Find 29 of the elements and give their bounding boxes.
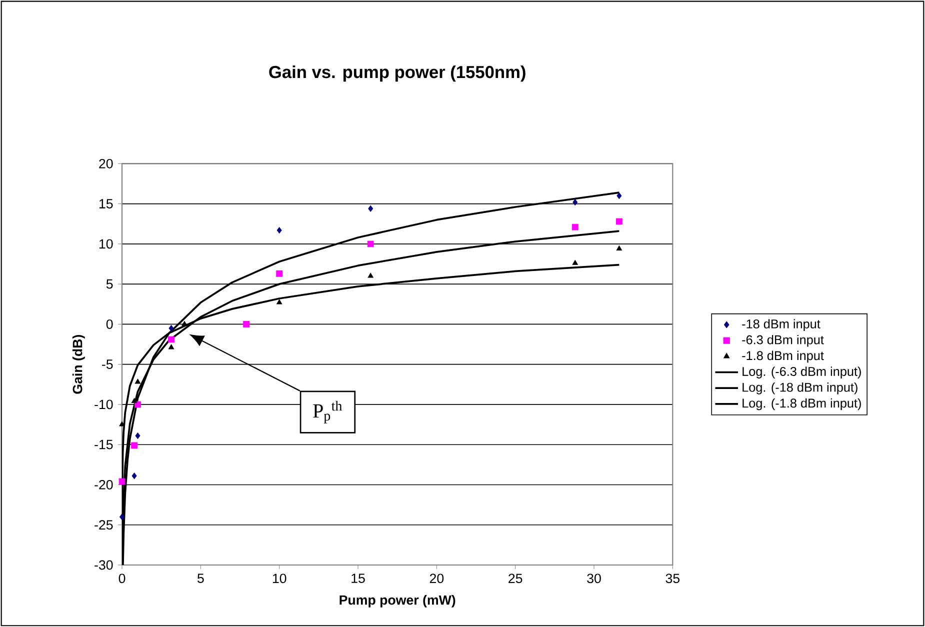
legend-label: -1.8 dBm input: [742, 350, 824, 363]
y-axis-title: Gain (dB): [72, 334, 85, 394]
y-tick-label: 5: [106, 279, 113, 289]
x-tick-label: 20: [430, 574, 444, 584]
legend-label: Log. (-1.8 dBm input): [742, 398, 861, 410]
x-tick-label: 35: [666, 574, 680, 584]
y-tick-label: -10: [94, 400, 113, 410]
annotation: P$_{p}$th: [313, 400, 342, 424]
y-tick-label: -5: [102, 360, 113, 369]
y-tick-label: -15: [94, 440, 113, 450]
x-tick-label: 0: [118, 574, 126, 584]
x-tick-label: 5: [198, 574, 204, 583]
x-axis-title: Pump power (mW): [340, 594, 456, 608]
x-tick-label: 30: [587, 574, 601, 584]
y-tick-label: 0: [106, 319, 113, 329]
y-tick-label: 10: [99, 239, 113, 249]
chart-title: Gain vs. pump power (1550nm): [269, 65, 526, 82]
y-tick-label: 20: [99, 158, 113, 168]
y-tick-label: -25: [94, 520, 113, 530]
x-tick-label: 25: [508, 574, 522, 584]
legend-label: Log. (-6.3 dBm input): [742, 366, 861, 378]
y-tick-label: -20: [94, 480, 113, 490]
x-tick-label: 15: [352, 574, 365, 583]
legend-label: Log. (-18 dBm input): [742, 382, 858, 394]
y-tick-label: -30: [94, 560, 113, 570]
legend-label: -18 dBm input: [742, 319, 820, 331]
legend-label: -6.3 dBm input: [742, 334, 824, 347]
x-tick-label: 10: [272, 574, 286, 584]
y-tick-label: 15: [99, 199, 113, 208]
